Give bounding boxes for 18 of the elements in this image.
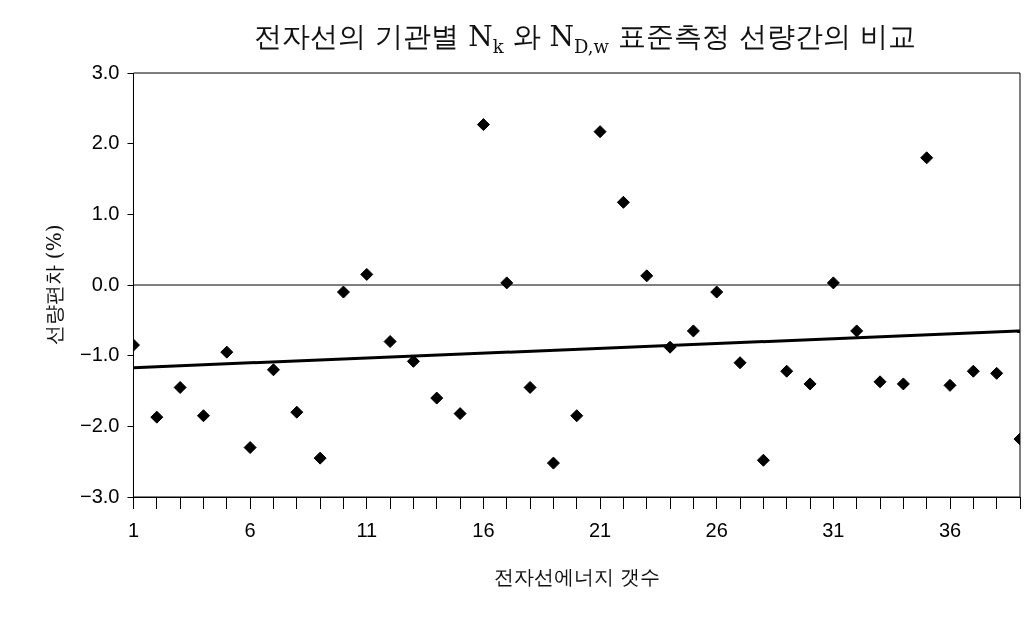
y-tick-label: 1.0 [91,201,120,224]
y-tick-label: −3.0 [80,484,120,507]
y-tick-label: −1.0 [80,343,120,366]
x-tick-label: 21 [588,518,612,541]
x-axis-title: 전자선에너지 갯수 [493,565,660,590]
y-tick-label: −2.0 [80,413,120,436]
x-tick-label: 16 [472,518,495,541]
y-axis-title: 선량편차 (%) [42,224,67,346]
y-tick-label: 2.0 [91,131,120,154]
x-tick-label: 31 [822,518,845,541]
x-tick-label: 6 [244,518,256,541]
x-tick-label: 26 [705,518,728,541]
x-tick-label: 11 [356,518,378,541]
chart-title: 전자선의 기관별 N$_{k}$ 와 N$_{D,w}$ 표준측정 선량간의 비교 [253,19,917,57]
y-tick-label: 3.0 [91,60,120,83]
y-tick-label: 0.0 [91,272,120,295]
x-tick-label: 36 [938,518,962,541]
x-tick-label: 1 [127,518,140,541]
